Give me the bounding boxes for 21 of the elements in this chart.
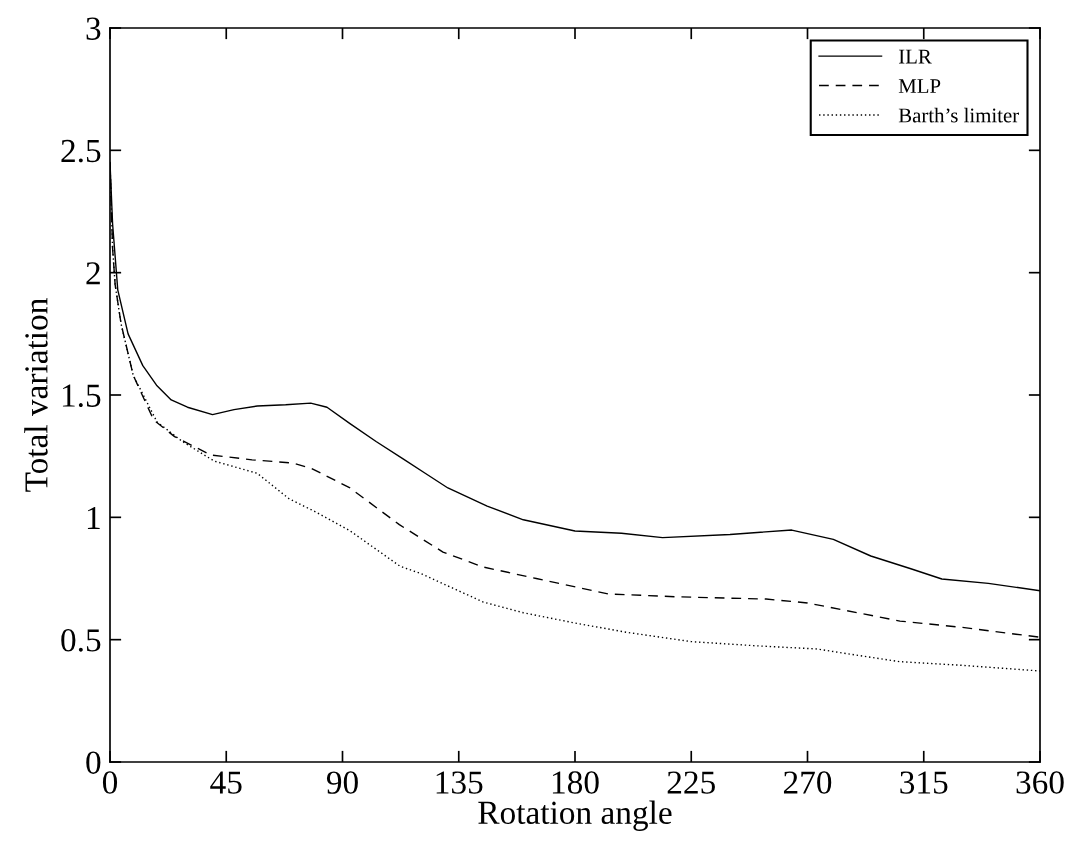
y-tick-label: 1.5 (62, 384, 101, 408)
legend-label: ILR (898, 49, 932, 64)
y-tick-label: 0 (86, 751, 101, 774)
x-tick-label: 45 (210, 771, 242, 794)
x-tick-label: 270 (783, 771, 832, 794)
x-tick-label: 90 (326, 771, 358, 794)
y-tick-label: 0.5 (61, 629, 101, 652)
legend-label: Barth’s limiter (898, 107, 1019, 123)
legend-label: MLP (898, 79, 941, 93)
x-tick-label: 135 (436, 771, 483, 794)
x-tick-label: 360 (1016, 771, 1064, 794)
x-tick-label: 315 (900, 771, 948, 794)
y-tick-label: 2.5 (61, 139, 101, 163)
y-tick-label: 3 (86, 17, 101, 40)
y-tick-label: 2 (86, 262, 100, 285)
x-tick-label: 225 (667, 771, 715, 794)
y-tick-label: 1 (87, 506, 100, 529)
x-axis-title: Rotation angle (478, 800, 672, 831)
x-tick-label: 0 (102, 771, 118, 794)
y-axis-title: Total variation (24, 298, 48, 492)
x-tick-label: 180 (552, 771, 599, 794)
